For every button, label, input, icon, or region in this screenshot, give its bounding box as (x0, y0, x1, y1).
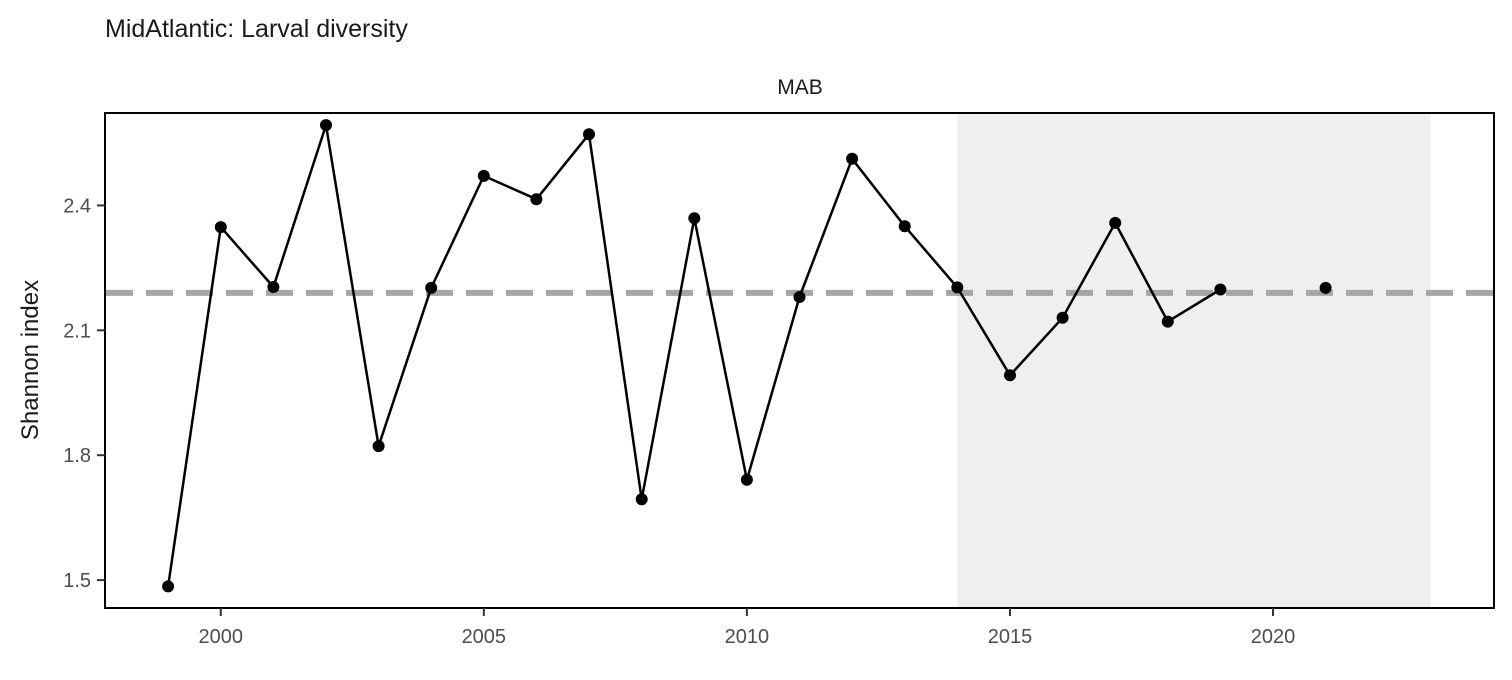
chart-title: MidAtlantic: Larval diversity (105, 15, 408, 43)
y-tick-label: 1.5 (63, 570, 91, 592)
x-tick-label: 2000 (199, 626, 244, 648)
data-point (162, 580, 175, 593)
data-point (1109, 216, 1122, 229)
data-point (372, 440, 385, 453)
y-axis-label: Shannon index (17, 280, 44, 440)
data-point (320, 119, 332, 132)
y-tick-label: 2.4 (63, 195, 91, 217)
data-points (162, 119, 1332, 593)
data-point (583, 128, 595, 141)
data-point (740, 473, 753, 486)
data-point (425, 281, 438, 294)
data-point (530, 193, 543, 206)
x-tick-label: 2015 (988, 626, 1033, 648)
data-point (688, 212, 701, 225)
data-point (793, 291, 806, 303)
x-tick-label: 2005 (462, 626, 507, 648)
data-point (1319, 281, 1332, 294)
plot-frame (104, 112, 1495, 609)
data-point (214, 221, 227, 234)
facet-label: MAB (777, 76, 823, 99)
data-point (267, 281, 280, 293)
data-point (1004, 369, 1016, 382)
data-point (635, 493, 648, 506)
data-point (1214, 283, 1227, 296)
data-point (477, 169, 490, 182)
highlight-range (957, 114, 1431, 607)
data-point (1056, 311, 1069, 324)
y-axis: 1.5 1.8 2.1 2.4 (63, 195, 105, 592)
data-point (1161, 315, 1174, 328)
x-tick-label: 2010 (725, 626, 770, 648)
x-axis: 2000 2005 2010 2015 2020 (199, 608, 1296, 648)
y-tick-label: 2.1 (63, 320, 91, 342)
y-tick-label: 1.8 (63, 445, 91, 467)
data-point (951, 281, 964, 294)
data-point (898, 220, 911, 233)
x-tick-label: 2020 (1251, 626, 1296, 648)
data-point (846, 152, 859, 165)
